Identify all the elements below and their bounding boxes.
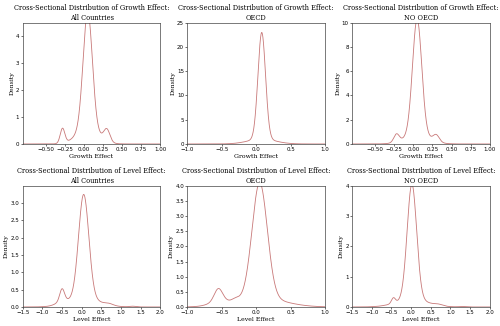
Y-axis label: Density: Density (4, 234, 9, 258)
Y-axis label: Density: Density (169, 234, 174, 258)
Y-axis label: Density: Density (170, 71, 175, 95)
X-axis label: Level Effect: Level Effect (238, 317, 275, 322)
Title: Cross-Sectional Distribution of Level Effect:
NO OECD: Cross-Sectional Distribution of Level Ef… (346, 167, 495, 185)
X-axis label: Level Effect: Level Effect (402, 317, 440, 322)
X-axis label: Growth Effect: Growth Effect (399, 154, 443, 159)
X-axis label: Growth Effect: Growth Effect (234, 154, 278, 159)
Title: Cross-Sectional Distribution of Growth Effect:
OECD: Cross-Sectional Distribution of Growth E… (178, 4, 334, 22)
Title: Cross-Sectional Distribution of Level Effect:
OECD: Cross-Sectional Distribution of Level Ef… (182, 167, 330, 185)
Y-axis label: Density: Density (336, 71, 340, 95)
X-axis label: Level Effect: Level Effect (73, 317, 110, 322)
Title: Cross-Sectional Distribution of Growth Effect:
All Countries: Cross-Sectional Distribution of Growth E… (14, 4, 170, 22)
Title: Cross-Sectional Distribution of Level Effect:
All Countries: Cross-Sectional Distribution of Level Ef… (17, 167, 166, 185)
Y-axis label: Density: Density (339, 234, 344, 258)
Y-axis label: Density: Density (10, 71, 14, 95)
X-axis label: Growth Effect: Growth Effect (70, 154, 114, 159)
Title: Cross-Sectional Distribution of Growth Effect:
NO OECD: Cross-Sectional Distribution of Growth E… (343, 4, 498, 22)
